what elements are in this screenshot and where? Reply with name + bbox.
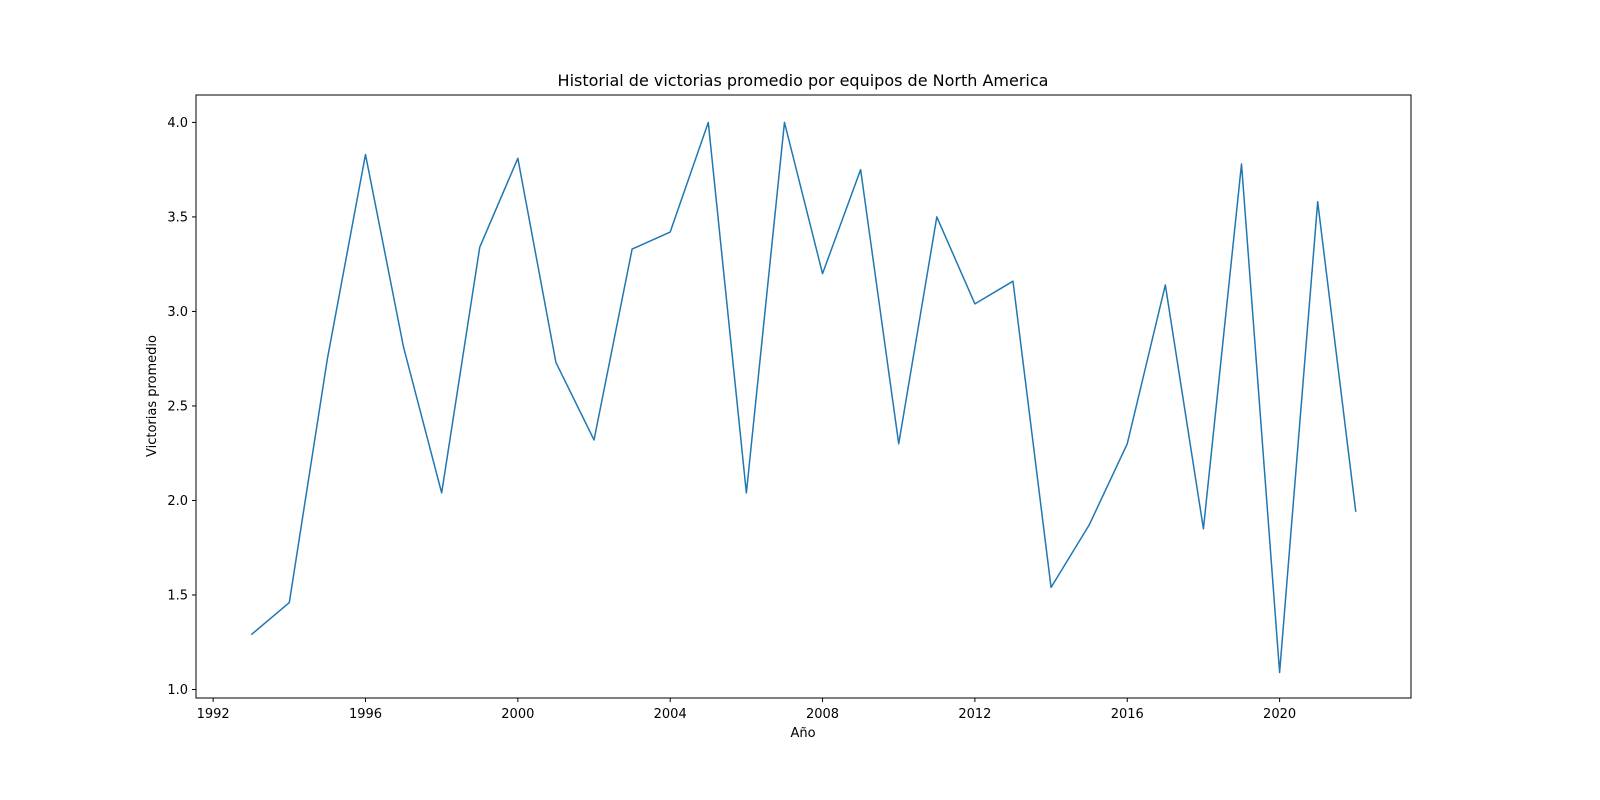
x-axis: 1992 1996 2000 2004 2008 2012 2016 2020 bbox=[197, 698, 1296, 722]
series-line bbox=[250, 121, 1357, 674]
y-tick-label: 2.5 bbox=[167, 399, 188, 414]
x-tick-label: 2004 bbox=[654, 707, 687, 722]
x-tick-label: 2020 bbox=[1263, 707, 1296, 722]
x-tick-label: 2012 bbox=[958, 707, 991, 722]
y-tick-label: 1.5 bbox=[167, 588, 188, 603]
x-tick-label: 1992 bbox=[197, 707, 230, 722]
y-axis-label: Victorias promedio bbox=[145, 335, 160, 457]
y-tick-label: 3.0 bbox=[167, 305, 188, 320]
y-tick-label: 1.0 bbox=[167, 683, 188, 698]
x-tick-label: 2016 bbox=[1111, 707, 1144, 722]
y-axis: 1.0 1.5 2.0 2.5 3.0 3.5 4.0 bbox=[167, 116, 196, 698]
x-axis-label: Año bbox=[790, 726, 815, 741]
x-tick-label: 2000 bbox=[501, 707, 534, 722]
y-tick-label: 2.0 bbox=[167, 494, 188, 509]
x-tick-label: 2008 bbox=[806, 707, 839, 722]
chart-title: Historial de victorias promedio por equi… bbox=[558, 71, 1049, 90]
y-tick-label: 4.0 bbox=[167, 116, 188, 131]
plot-area-frame bbox=[195, 94, 1412, 699]
x-tick-label: 1996 bbox=[349, 707, 382, 722]
y-tick-label: 3.5 bbox=[167, 210, 188, 225]
